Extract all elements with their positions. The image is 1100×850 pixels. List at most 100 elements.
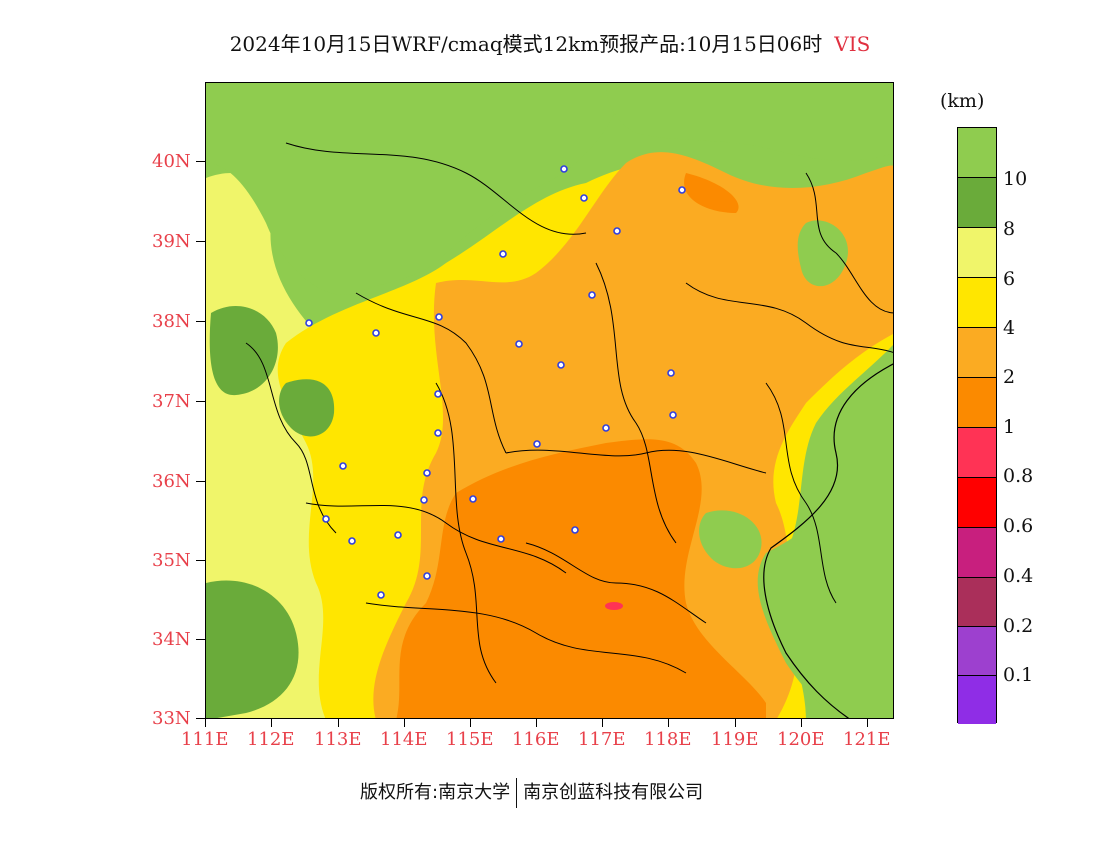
station-marker xyxy=(571,526,579,534)
admin-boundaries xyxy=(245,142,893,684)
colorbar-segment xyxy=(958,128,996,178)
station-marker xyxy=(613,227,621,235)
colorbar-label: 0.1 xyxy=(1003,664,1034,686)
colorbar-label: 6 xyxy=(1003,268,1016,290)
colorbar-segment xyxy=(958,676,996,724)
station-marker xyxy=(533,440,541,448)
lon-tick xyxy=(271,719,272,727)
station-marker xyxy=(678,186,686,194)
lon-tick xyxy=(536,719,537,727)
station-markers xyxy=(305,165,686,599)
colorbar-segment xyxy=(958,627,996,676)
lon-label: 120E xyxy=(777,729,825,750)
colorbar xyxy=(957,127,997,724)
station-marker xyxy=(423,469,431,477)
vis-patch-8-10-b xyxy=(279,379,335,437)
lon-label: 121E xyxy=(843,729,891,750)
lat-tick xyxy=(196,241,205,242)
colorbar-segment xyxy=(958,178,996,228)
colorbar-segment xyxy=(958,528,996,578)
lat-tick xyxy=(196,718,205,719)
station-marker xyxy=(497,535,505,543)
lon-tick xyxy=(205,719,206,727)
station-marker xyxy=(602,424,610,432)
station-marker xyxy=(377,591,385,599)
vis-green-southeast xyxy=(757,363,893,718)
lon-label: 117E xyxy=(578,729,626,750)
lat-tick xyxy=(196,401,205,402)
lon-label: 118E xyxy=(644,729,692,750)
station-marker xyxy=(434,429,442,437)
station-marker xyxy=(339,462,347,470)
vis-patch-8-10-a xyxy=(209,305,278,396)
station-marker xyxy=(557,361,565,369)
lat-label: 35N xyxy=(152,550,191,571)
station-marker xyxy=(394,531,402,539)
station-marker xyxy=(372,329,380,337)
title-text: 2024年10月15日WRF/cmaq模式12km预报产品:10月15日06时 xyxy=(229,32,823,56)
lon-tick xyxy=(338,719,339,727)
title-variable: VIS xyxy=(834,32,871,56)
station-marker xyxy=(669,411,677,419)
colorbar-label: 0.2 xyxy=(1003,615,1034,637)
colorbar-label: 8 xyxy=(1003,218,1016,240)
footer-credits: 版权所有:南京大学 南京创蓝科技有限公司 xyxy=(360,778,703,808)
lat-label: 36N xyxy=(152,471,191,492)
lon-tick xyxy=(668,719,669,727)
copyright-text: 版权所有:南京大学 xyxy=(360,782,511,803)
vis-green-east-patch xyxy=(797,220,848,287)
colorbar-segment xyxy=(958,378,996,428)
station-marker xyxy=(434,390,442,398)
colorbar-label: 0.4 xyxy=(1003,565,1034,587)
lon-label: 116E xyxy=(512,729,560,750)
colorbar-segment xyxy=(958,328,996,378)
lon-label: 115E xyxy=(446,729,494,750)
station-marker xyxy=(588,291,596,299)
station-marker xyxy=(423,572,431,580)
vis-patch-8-10-sw xyxy=(206,580,299,718)
station-marker xyxy=(499,250,507,258)
lon-tick xyxy=(602,719,603,727)
colorbar-unit: (km) xyxy=(940,90,985,112)
vis-band-1-2 xyxy=(396,439,766,718)
visibility-map[interactable] xyxy=(205,82,894,719)
colorbar-label: 0.8 xyxy=(1003,465,1034,487)
company-text: 南京创蓝科技有限公司 xyxy=(523,782,704,803)
lon-tick xyxy=(735,719,736,727)
lat-tick xyxy=(196,639,205,640)
station-marker xyxy=(322,515,330,523)
station-marker xyxy=(580,194,588,202)
colorbar-segment xyxy=(958,478,996,528)
colorbar-label: 2 xyxy=(1003,366,1016,388)
lat-tick xyxy=(196,161,205,162)
lon-tick xyxy=(404,719,405,727)
lat-tick xyxy=(196,321,205,322)
lat-tick xyxy=(196,481,205,482)
chart-title: 2024年10月15日WRF/cmaq模式12km预报产品:10月15日06时 V… xyxy=(0,28,1100,57)
lat-label: 37N xyxy=(152,391,191,412)
lat-label: 33N xyxy=(152,708,191,729)
station-marker xyxy=(305,319,313,327)
station-marker xyxy=(515,340,523,348)
colorbar-label: 1 xyxy=(1003,416,1016,438)
colorbar-label: 4 xyxy=(1003,317,1016,339)
colorbar-segment xyxy=(958,578,996,627)
vis-green-northwest xyxy=(206,83,626,295)
station-marker xyxy=(348,537,356,545)
vis-green-shandong-patch xyxy=(699,510,762,569)
station-marker xyxy=(435,313,443,321)
lon-label: 119E xyxy=(711,729,759,750)
lat-label: 34N xyxy=(152,629,191,650)
lat-label: 38N xyxy=(152,311,191,332)
colorbar-label: 0.6 xyxy=(1003,515,1034,537)
station-marker xyxy=(420,496,428,504)
lon-tick xyxy=(470,719,471,727)
colorbar-segment xyxy=(958,278,996,328)
lat-label: 39N xyxy=(152,231,191,252)
colorbar-segment xyxy=(958,228,996,278)
lon-label: 113E xyxy=(314,729,362,750)
station-marker xyxy=(560,165,568,173)
lat-tick xyxy=(196,560,205,561)
vis-spot-0.8 xyxy=(605,602,623,610)
lon-tick xyxy=(801,719,802,727)
